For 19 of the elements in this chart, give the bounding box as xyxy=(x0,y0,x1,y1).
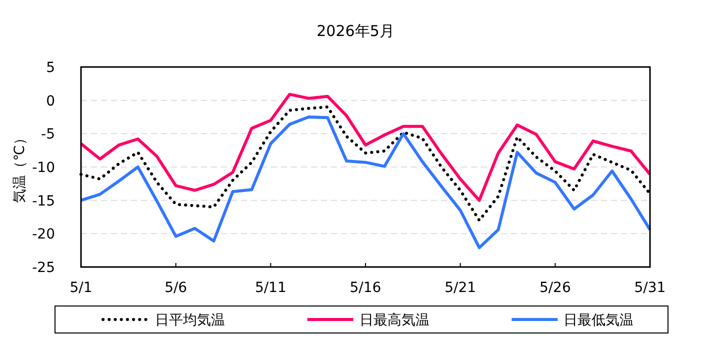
y-tick-label: -20 xyxy=(32,226,55,243)
y-tick-label: -15 xyxy=(32,193,55,210)
y-tick-label: -5 xyxy=(41,126,55,143)
legend-label: 日最低気温 xyxy=(564,312,634,328)
x-tick-label: 5/26 xyxy=(539,280,571,296)
x-tick-label: 5/1 xyxy=(70,280,92,296)
legend-label: 日平均気温 xyxy=(155,312,225,328)
x-tick-label: 5/6 xyxy=(164,280,188,296)
y-tick-label: -10 xyxy=(32,160,55,176)
title: 2026年5月 xyxy=(316,22,394,40)
y-tick-label: 0 xyxy=(46,93,55,110)
x-tick-label: 5/31 xyxy=(634,280,666,296)
x-tick-label: 5/21 xyxy=(444,280,476,296)
legend-label: 日最高気温 xyxy=(359,312,430,328)
x-tick-label: 5/16 xyxy=(350,280,382,296)
y-tick-label: 5 xyxy=(46,60,55,76)
x-tick-label: 5/11 xyxy=(254,280,286,296)
ylabel: 気温（℃） xyxy=(12,131,28,203)
y-tick-label: -25 xyxy=(32,260,55,276)
